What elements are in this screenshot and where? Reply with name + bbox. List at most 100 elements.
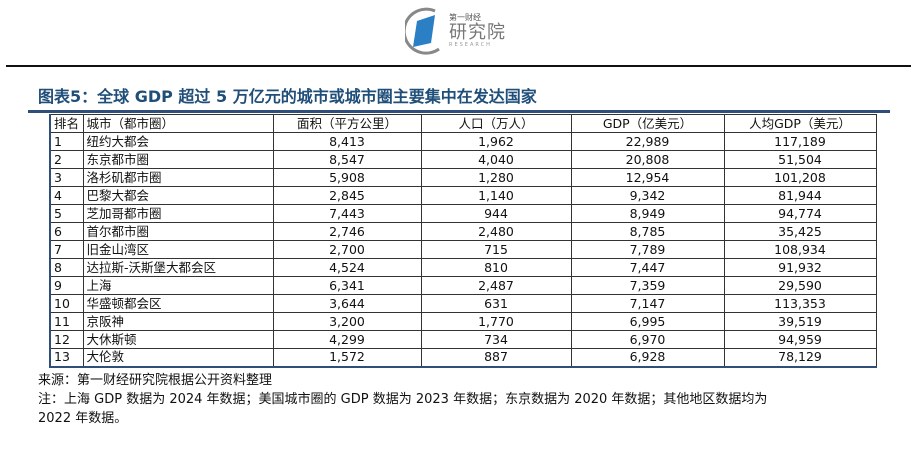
table-cell: 纽约大都会 xyxy=(82,132,274,151)
table-cell: 1,280 xyxy=(420,168,572,187)
table-cell: 3 xyxy=(49,168,84,187)
table-row: 12 大休斯顿 4,299 734 6,970 94,959 xyxy=(49,330,877,349)
table-row: 1 纽约大都会 8,413 1,962 22,989 117,189 xyxy=(49,132,877,151)
table-cell: 大休斯顿 xyxy=(82,330,274,349)
table-row: 4 巴黎大都会 2,845 1,140 9,342 81,944 xyxy=(49,186,877,205)
table-cell: 4,524 xyxy=(272,258,422,277)
table-row: 9 上海 6,341 2,487 7,359 29,590 xyxy=(49,276,877,295)
footnote-line1: 注：上海 GDP 数据为 2024 年数据；美国城市圈的 GDP 数据为 202… xyxy=(38,391,768,407)
table-cell: 7,147 xyxy=(570,294,725,313)
table-cell: 6,995 xyxy=(570,312,725,331)
logo: 第一财经 研究院 RESEARCH xyxy=(402,6,525,56)
table-row: 6 首尔都市圈 2,746 2,480 8,785 35,425 xyxy=(49,222,877,241)
table-cell: 8,949 xyxy=(570,204,725,223)
table-cell: 4,299 xyxy=(272,330,422,349)
table-cell: 12,954 xyxy=(570,168,725,187)
table-cell: 东京都市圈 xyxy=(82,150,274,169)
table-cell: 大伦敦 xyxy=(82,348,274,367)
table-cell: 达拉斯-沃斯堡大都会区 xyxy=(82,258,274,277)
table-cell: 22,989 xyxy=(570,132,725,151)
table-row: 7 旧金山湾区 2,700 715 7,789 108,934 xyxy=(49,240,877,259)
table-cell: 9 xyxy=(49,276,84,295)
table-cell: 1,572 xyxy=(272,348,422,367)
table-cell: 13 xyxy=(49,348,84,367)
table-cell: 上海 xyxy=(82,276,274,295)
table-cell: 734 xyxy=(420,330,572,349)
table-cell: 7,443 xyxy=(272,204,422,223)
table-row: 2 东京都市圈 8,547 4,040 20,808 51,504 xyxy=(49,150,877,169)
table-cell: 2,746 xyxy=(272,222,422,241)
table-cell: 6,341 xyxy=(272,276,422,295)
table-cell: 7,789 xyxy=(570,240,725,259)
table-cell: 京阪神 xyxy=(82,312,274,331)
table-cell: 117,189 xyxy=(723,132,877,151)
table-cell: 81,944 xyxy=(723,186,877,205)
table-cell: 8,547 xyxy=(272,150,422,169)
table-cell: 2,487 xyxy=(420,276,572,295)
table-cell: 51,504 xyxy=(723,150,877,169)
table-cell: 11 xyxy=(49,312,84,331)
table-cell: 39,519 xyxy=(723,312,877,331)
table-cell: 94,774 xyxy=(723,204,877,223)
logo-text-sub: RESEARCH xyxy=(449,41,492,48)
table-cell: 芝加哥都市圈 xyxy=(82,204,274,223)
table-and-notes: 排名 城市（都市圈） 面积（平方公里） 人口（万人） GDP（亿美元） 人均GDP（美元）… xyxy=(0,114,920,428)
table-cell: 2 xyxy=(49,150,84,169)
table-cell: 华盛顿都会区 xyxy=(82,294,274,313)
table-cell: 12 xyxy=(49,330,84,349)
table-cell: 94,959 xyxy=(723,330,877,349)
table-cell: 1 xyxy=(49,132,84,151)
table-cell: 3,200 xyxy=(272,312,422,331)
table-cell: 108,934 xyxy=(723,240,877,259)
title-bar xyxy=(28,110,890,113)
table-cell: 6,928 xyxy=(570,348,725,367)
table-cell: 2,700 xyxy=(272,240,422,259)
table-cell: 7,447 xyxy=(570,258,725,277)
table-cell: 1,770 xyxy=(420,312,572,331)
table-cell: 1,962 xyxy=(420,132,572,151)
table-cell: 810 xyxy=(420,258,572,277)
table-cell: 4 xyxy=(49,186,84,205)
column-header: 排名 xyxy=(49,114,84,133)
footnote-line2: 2022 年数据。 xyxy=(38,410,128,426)
table-cell: 5 xyxy=(49,204,84,223)
column-header: 人口（万人） xyxy=(420,114,572,133)
table-cell: 2,845 xyxy=(272,186,422,205)
table-cell: 101,208 xyxy=(723,168,877,187)
table-cell: 715 xyxy=(420,240,572,259)
table-row: 10 华盛顿都会区 3,644 631 7,147 113,353 xyxy=(49,294,877,313)
table-row: 11 京阪神 3,200 1,770 6,995 39,519 xyxy=(49,312,877,331)
table-cell: 29,590 xyxy=(723,276,877,295)
table-cell: 6 xyxy=(49,222,84,241)
table-cell: 8 xyxy=(49,258,84,277)
logo-text-top: 第一财经 xyxy=(449,12,481,22)
table-row: 5 芝加哥都市圈 7,443 944 8,949 94,774 xyxy=(49,204,877,223)
logo-mark-icon xyxy=(402,7,445,55)
table-cell: 5,908 xyxy=(272,168,422,187)
table-cell: 8,413 xyxy=(272,132,422,151)
column-header: GDP（亿美元） xyxy=(570,114,725,133)
city-gdp-table: 排名 城市（都市圈） 面积（平方公里） 人口（万人） GDP（亿美元） 人均GDP（美元）… xyxy=(49,114,877,368)
table-cell: 3,644 xyxy=(272,294,422,313)
table-cell: 首尔都市圈 xyxy=(82,222,274,241)
table-row: 3 洛杉矶都市圈 5,908 1,280 12,954 101,208 xyxy=(49,168,877,187)
header-rule xyxy=(6,65,911,67)
column-header: 城市（都市圈） xyxy=(82,114,274,133)
table-cell: 7 xyxy=(49,240,84,259)
table-row: 13 大伦敦 1,572 887 6,928 78,129 xyxy=(49,348,877,367)
table-cell: 4,040 xyxy=(420,150,572,169)
column-header: 面积（平方公里） xyxy=(272,114,422,133)
table-cell: 1,140 xyxy=(420,186,572,205)
table-header-row: 排名 城市（都市圈） 面积（平方公里） 人口（万人） GDP（亿美元） 人均GDP（美元） xyxy=(49,114,877,133)
table-cell: 2,480 xyxy=(420,222,572,241)
figure-title: 图表5：全球 GDP 超过 5 万亿元的城市或城市圈主要集中在发达国家 xyxy=(38,87,537,106)
table-cell: 旧金山湾区 xyxy=(82,240,274,259)
logo-text-main: 研究院 xyxy=(449,21,506,43)
table-cell: 91,932 xyxy=(723,258,877,277)
table-cell: 631 xyxy=(420,294,572,313)
table-cell: 78,129 xyxy=(723,348,877,367)
table-cell: 7,359 xyxy=(570,276,725,295)
table-cell: 9,342 xyxy=(570,186,725,205)
table-cell: 10 xyxy=(49,294,84,313)
table-cell: 8,785 xyxy=(570,222,725,241)
